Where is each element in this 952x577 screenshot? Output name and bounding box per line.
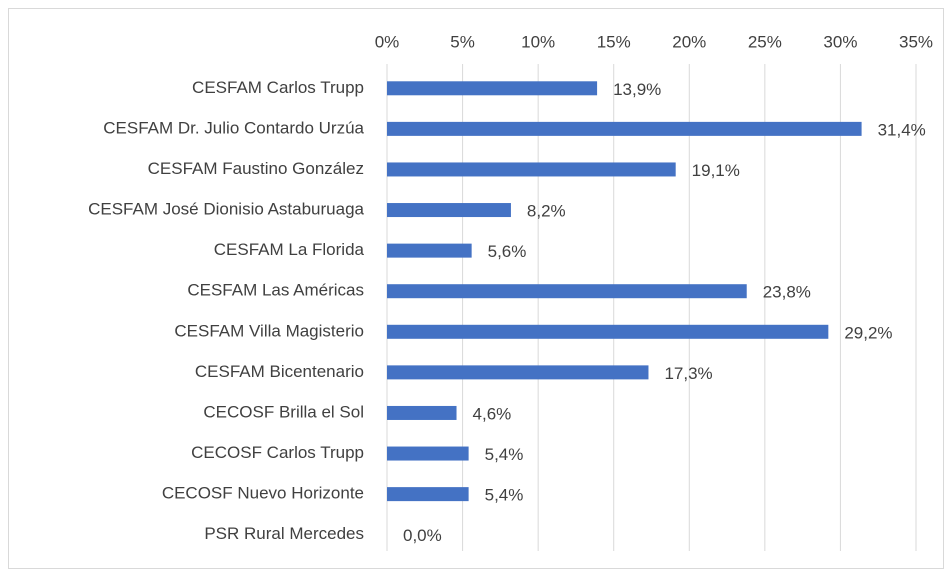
bar [387, 365, 649, 380]
y-tick-label: CESFAM Bicentenario [195, 362, 364, 381]
x-tick-label: 0% [375, 32, 400, 51]
y-tick-label: CESFAM José Dionisio Astaburuaga [88, 200, 364, 219]
bar [387, 243, 472, 258]
data-label: 4,6% [473, 404, 512, 423]
y-tick-label: CESFAM Carlos Trupp [192, 78, 364, 97]
bar [387, 405, 457, 420]
x-tick-label: 35% [899, 32, 933, 51]
data-label: 29,2% [844, 323, 892, 342]
y-tick-label: CECOSF Brilla el Sol [203, 402, 364, 421]
data-label: 23,8% [763, 283, 811, 302]
bar [387, 81, 598, 96]
x-tick-label: 30% [823, 32, 857, 51]
bar [387, 324, 829, 339]
y-tick-label: CESFAM Dr. Julio Contardo Urzúa [103, 118, 364, 137]
data-label: 19,1% [692, 161, 740, 180]
data-label: 31,4% [878, 120, 926, 139]
bar [387, 162, 676, 177]
x-tick-label: 25% [748, 32, 782, 51]
y-tick-label: CESFAM Las Américas [187, 281, 364, 300]
y-tick-label: CESFAM Faustino González [148, 159, 364, 178]
y-tick-label: CECOSF Carlos Trupp [191, 443, 364, 462]
y-tick-label: PSR Rural Mercedes [204, 524, 364, 543]
y-tick-label: CECOSF Nuevo Horizonte [162, 484, 364, 503]
x-tick-label: 20% [672, 32, 706, 51]
data-label: 5,4% [485, 486, 524, 505]
data-label: 17,3% [664, 364, 712, 383]
data-label: 8,2% [527, 202, 566, 221]
x-tick-label: 15% [597, 32, 631, 51]
bar [387, 121, 862, 136]
data-label: 5,4% [485, 445, 524, 464]
data-label: 5,6% [488, 242, 527, 261]
y-tick-label: CESFAM La Florida [214, 240, 365, 259]
bar [387, 487, 469, 502]
x-tick-label: 10% [521, 32, 555, 51]
bar [387, 284, 747, 299]
y-tick-label: CESFAM Villa Magisterio [174, 321, 364, 340]
data-label: 13,9% [613, 80, 661, 99]
bar [387, 446, 469, 461]
data-label: 0,0% [403, 526, 442, 545]
x-tick-label: 5% [450, 32, 475, 51]
bar [387, 203, 511, 218]
